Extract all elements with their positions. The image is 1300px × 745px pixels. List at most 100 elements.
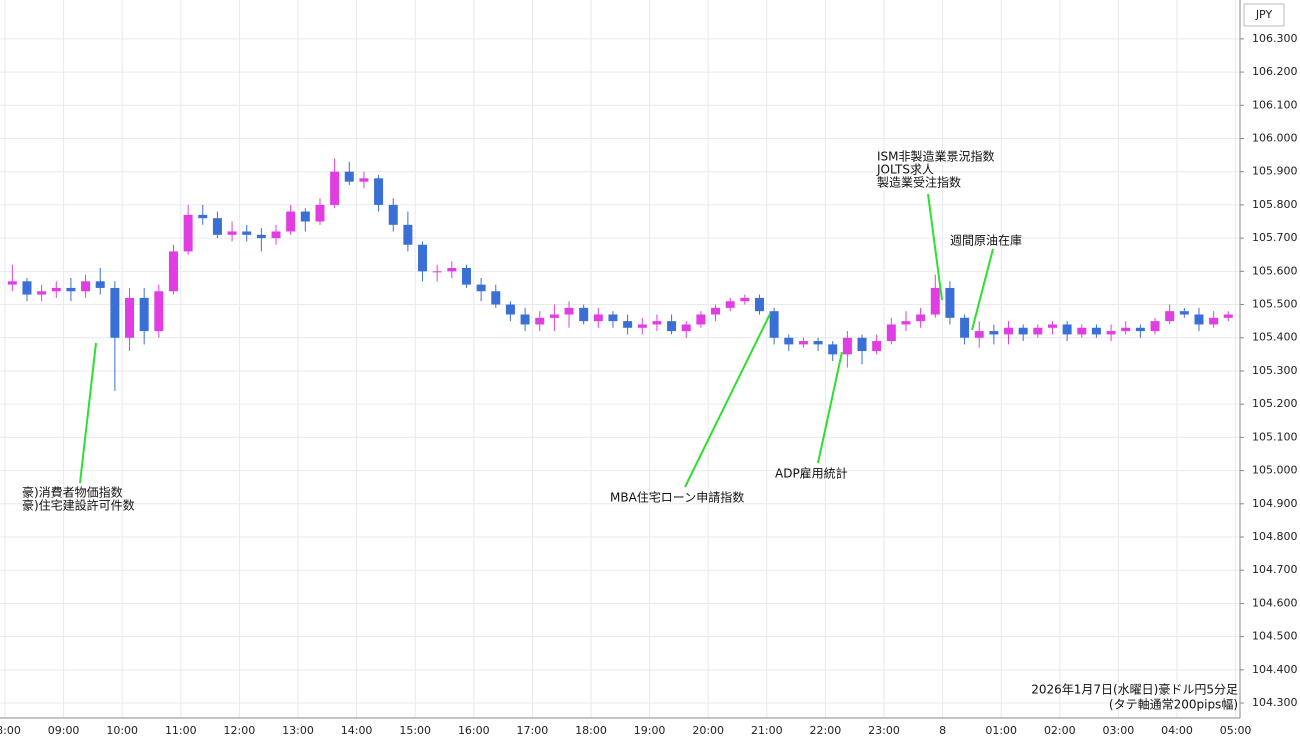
candle-body	[125, 297, 135, 338]
candle-body	[37, 291, 47, 295]
candle-body	[491, 291, 501, 305]
x-tick-label: 15:00	[399, 724, 431, 737]
candle-body	[520, 314, 530, 325]
candle-body	[256, 234, 266, 239]
candle-body	[271, 231, 281, 239]
x-tick-label: 21:00	[751, 724, 783, 737]
annotation-text: 週間原油在庫	[950, 234, 1022, 248]
x-tick-label: 03:00	[1103, 724, 1135, 737]
annotation-line	[927, 193, 943, 301]
candle-body	[754, 297, 764, 312]
y-tick-label: 105.900	[1252, 165, 1298, 178]
y-tick-label: 105.000	[1252, 464, 1298, 477]
y-tick-label: 105.600	[1252, 264, 1298, 277]
candle-body	[1121, 327, 1131, 332]
annotation-text: ADP雇用統計	[775, 466, 848, 481]
unit-box	[1243, 3, 1285, 27]
candle-body	[974, 331, 984, 338]
x-tick-label: 12:00	[224, 724, 256, 737]
candle-body	[476, 284, 486, 292]
x-tick-label: 01:00	[985, 724, 1017, 737]
x-tick-label: 02:00	[1044, 724, 1076, 737]
y-tick-label: 104.300	[1252, 696, 1298, 709]
candle-body	[1165, 311, 1175, 322]
candle-body	[549, 314, 559, 318]
candle-body	[886, 324, 896, 342]
candle-body	[183, 214, 193, 252]
candle-body	[1018, 327, 1028, 335]
y-tick-label: 105.500	[1252, 298, 1298, 311]
x-tick-label: 18:00	[575, 724, 607, 737]
candle-body	[1106, 331, 1116, 335]
y-tick-label: 105.400	[1252, 331, 1298, 344]
candle-body	[828, 344, 838, 355]
candle-body	[1047, 324, 1057, 328]
candle-body	[286, 211, 296, 232]
candle-body	[769, 311, 779, 338]
x-tick-label: 11:00	[165, 724, 197, 737]
candle-body	[901, 321, 911, 325]
candle-body	[110, 287, 120, 338]
candle-body	[198, 214, 208, 219]
x-tick-label: 09:00	[48, 724, 80, 737]
candle-body	[989, 331, 999, 335]
annotation-line	[684, 313, 771, 488]
x-tick-label: 05:00	[1220, 724, 1252, 737]
annotation-text: 製造業受注指数	[877, 175, 961, 190]
candle-body	[227, 231, 237, 235]
candle-body	[930, 287, 940, 315]
x-tick-label: 10:00	[106, 724, 138, 737]
candle-body	[1077, 327, 1087, 335]
candle-body	[652, 321, 662, 325]
candle-body	[139, 297, 149, 332]
candle-body	[960, 317, 970, 338]
y-tick-label: 104.400	[1252, 663, 1298, 676]
x-tick-label: 17:00	[517, 724, 549, 737]
candle-body	[1135, 327, 1145, 332]
y-tick-label: 106.100	[1252, 98, 1298, 111]
x-tick-label: 13:00	[282, 724, 314, 737]
y-tick-label: 104.800	[1252, 530, 1298, 543]
y-tick-label: 105.800	[1252, 198, 1298, 211]
candle-body	[1150, 321, 1160, 332]
annotation-line	[971, 248, 994, 331]
candle-body	[154, 291, 164, 332]
x-tick-label: 04:00	[1161, 724, 1193, 737]
annotation-line	[817, 351, 843, 464]
annotation-text: JOLTS求人	[876, 163, 934, 177]
x-tick-label: 08:00	[0, 724, 21, 737]
annotation-text: 豪)住宅建設許可件数	[22, 498, 135, 513]
candle-body	[535, 317, 545, 325]
candle-body	[711, 307, 721, 315]
candle-body	[916, 314, 926, 322]
candle-body	[784, 337, 794, 345]
caption: (タテ軸通常200pips幅)	[1109, 697, 1238, 712]
candle-body	[330, 171, 340, 205]
candle-body	[95, 281, 105, 288]
y-tick-label: 106.300	[1252, 32, 1298, 45]
candle-body	[461, 268, 471, 285]
candle-body	[798, 341, 808, 345]
y-tick-label: 104.900	[1252, 497, 1298, 510]
candle-body	[608, 314, 618, 322]
candle-body	[593, 314, 603, 322]
x-tick-label: 19:00	[634, 724, 666, 737]
x-tick-label: 22:00	[810, 724, 842, 737]
candle-body	[300, 211, 310, 222]
x-tick-label: 23:00	[868, 724, 900, 737]
candle-body	[1091, 327, 1101, 335]
candle-body	[447, 268, 457, 272]
candle-body	[623, 321, 633, 328]
candles	[7, 158, 1233, 391]
y-tick-label: 106.200	[1252, 65, 1298, 78]
x-tick-label: 20:00	[692, 724, 724, 737]
candle-body	[432, 271, 442, 273]
candle-body	[681, 324, 691, 332]
candle-body	[66, 287, 76, 292]
candle-body	[505, 304, 515, 315]
grid	[0, 0, 1240, 718]
candle-body	[1033, 327, 1043, 335]
candle-body	[1194, 314, 1204, 325]
y-tick-label: 105.100	[1252, 430, 1298, 443]
candle-body	[359, 178, 369, 182]
